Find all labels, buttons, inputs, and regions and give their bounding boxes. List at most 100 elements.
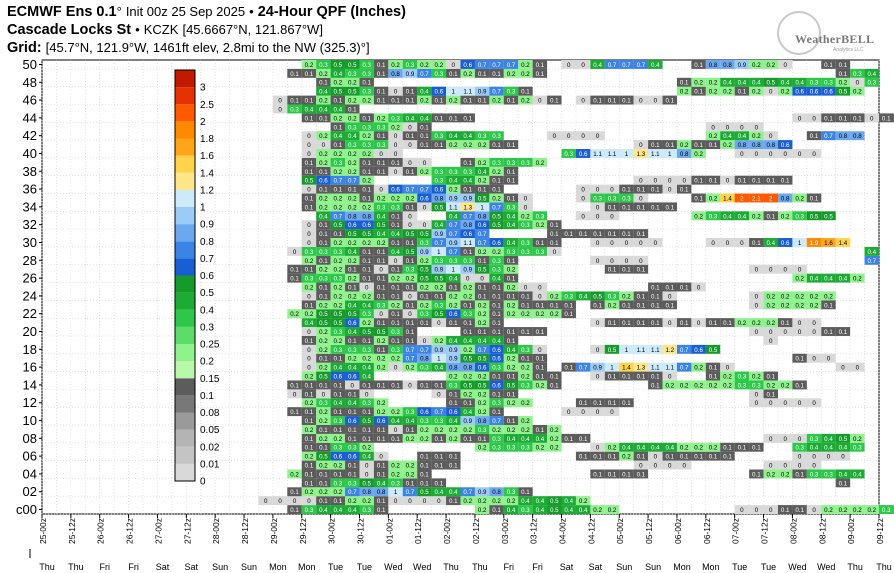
qpf-cell bbox=[604, 193, 620, 203]
qpf-cell bbox=[330, 300, 346, 310]
qpf-cell bbox=[489, 505, 504, 514]
colorbar-swatch bbox=[175, 412, 195, 430]
qpf-cell-label: 0 bbox=[307, 329, 311, 336]
qpf-cell-label: 0.2 bbox=[348, 258, 357, 265]
day-label: Tue bbox=[328, 562, 343, 572]
qpf-cell-label: 0.6 bbox=[824, 89, 833, 96]
qpf-cell-label: 0.4 bbox=[377, 231, 386, 238]
qpf-cell bbox=[345, 184, 360, 194]
qpf-cell bbox=[373, 68, 389, 78]
qpf-cell-label: 0.1 bbox=[406, 320, 415, 327]
qpf-cell-label: 0.4 bbox=[839, 445, 848, 452]
qpf-cell bbox=[402, 353, 418, 363]
qpf-cell-label: 0.1 bbox=[593, 98, 602, 105]
qpf-cell-label: 0.1 bbox=[651, 142, 660, 149]
qpf-cell bbox=[373, 318, 389, 328]
qpf-cell bbox=[474, 371, 490, 381]
qpf-cell-label: 0.7 bbox=[348, 178, 357, 185]
qpf-cell-label: 0.1 bbox=[348, 427, 357, 434]
qpf-cell-label: 0.4 bbox=[579, 293, 588, 300]
qpf-cell-label: 0.2 bbox=[406, 436, 415, 443]
qpf-cell-label: 0 bbox=[379, 187, 383, 194]
qpf-cell-label: 0.1 bbox=[665, 142, 674, 149]
qpf-cell bbox=[431, 95, 447, 105]
qpf-cell-label: 0.2 bbox=[362, 204, 371, 211]
qpf-cell bbox=[388, 193, 403, 203]
qpf-cell-label: 0.5 bbox=[377, 222, 386, 229]
qpf-cell bbox=[648, 318, 663, 328]
qpf-cell bbox=[749, 469, 764, 479]
qpf-cell bbox=[619, 238, 634, 247]
qpf-cell-label: 0.4 bbox=[853, 471, 862, 478]
qpf-cell-label: 0 bbox=[769, 400, 773, 407]
qpf-cell bbox=[590, 469, 605, 479]
qpf-cell-label: 1 bbox=[610, 365, 614, 372]
qpf-cell bbox=[402, 424, 418, 434]
colorbar-swatch bbox=[175, 155, 195, 173]
qpf-cell bbox=[633, 149, 649, 158]
qpf-cell bbox=[301, 460, 317, 470]
qpf-cell-label: 0.7 bbox=[334, 213, 343, 220]
qpf-cell-label: 0.2 bbox=[680, 142, 689, 149]
qpf-cell-label: 0 bbox=[437, 391, 441, 398]
qpf-cell-label: 0.4 bbox=[435, 489, 444, 496]
qpf-cell-label: 0.5 bbox=[492, 213, 501, 220]
init-time: Init 00z 25 Sep 2025 bbox=[125, 4, 246, 19]
colorbar-swatch bbox=[175, 224, 195, 242]
qpf-cell bbox=[749, 442, 764, 452]
qpf-cell-label: 0 bbox=[394, 142, 398, 149]
qpf-cell-label: 0.1 bbox=[478, 98, 487, 105]
y-tick-label: 02 bbox=[23, 484, 37, 499]
qpf-cell bbox=[575, 496, 591, 506]
qpf-cell-label: 0.2 bbox=[463, 427, 472, 434]
qpf-cell-label: 0.7 bbox=[867, 258, 876, 265]
qpf-cell bbox=[446, 416, 461, 425]
qpf-cell-label: 0.9 bbox=[478, 89, 487, 96]
qpf-cell-label: 0.2 bbox=[694, 151, 703, 158]
qpf-cell-label: 0 bbox=[783, 436, 787, 443]
qpf-cell-label: 0.2 bbox=[334, 240, 343, 247]
qpf-cell-label: 0.1 bbox=[449, 115, 458, 122]
qpf-cell bbox=[705, 371, 721, 381]
qpf-cell bbox=[388, 238, 403, 247]
qpf-cell bbox=[330, 371, 346, 381]
qpf-cell-label: 0.2 bbox=[766, 293, 775, 300]
qpf-cell-label: 0.1 bbox=[348, 187, 357, 194]
qpf-cell-label: 0 bbox=[307, 142, 311, 149]
qpf-cell-label: 0.1 bbox=[362, 427, 371, 434]
qpf-cell-label: 0.3 bbox=[824, 80, 833, 87]
qpf-cell-label: 0.2 bbox=[839, 80, 848, 87]
qpf-cell-label: 0.3 bbox=[492, 160, 501, 167]
qpf-cell bbox=[359, 505, 374, 514]
qpf-cell-label: 0.7 bbox=[492, 89, 501, 96]
qpf-cell bbox=[705, 131, 721, 141]
qpf-cell-label: 0.1 bbox=[319, 258, 328, 265]
qpf-cell-label: 0.3 bbox=[810, 471, 819, 478]
qpf-cell bbox=[460, 309, 475, 319]
qpf-cell-label: 0.1 bbox=[608, 204, 617, 211]
y-tick-label: 24 bbox=[23, 288, 37, 303]
qpf-cell bbox=[648, 344, 663, 354]
qpf-cell-label: 0.2 bbox=[377, 115, 386, 122]
qpf-cell-label: 0 bbox=[524, 195, 528, 202]
qpf-cell bbox=[749, 300, 764, 310]
qpf-cell-label: 0.4 bbox=[651, 62, 660, 69]
qpf-cell bbox=[705, 451, 721, 461]
qpf-cell bbox=[345, 193, 360, 203]
qpf-cell bbox=[619, 255, 634, 265]
qpf-cell bbox=[662, 149, 677, 158]
qpf-cell bbox=[633, 184, 649, 194]
qpf-cell-label: 0.5 bbox=[334, 311, 343, 318]
qpf-cell bbox=[474, 273, 490, 283]
qpf-cell bbox=[850, 68, 865, 78]
qpf-cell bbox=[648, 380, 663, 390]
qpf-cell-label: 0.5 bbox=[492, 222, 501, 229]
qpf-cell bbox=[431, 318, 447, 328]
qpf-cell bbox=[330, 309, 346, 319]
qpf-cell-label: 0.4 bbox=[507, 222, 516, 229]
y-tick-label: 10 bbox=[23, 413, 37, 428]
qpf-cell-label: 0.3 bbox=[738, 382, 747, 389]
qpf-cell-label: 0.1 bbox=[507, 329, 516, 336]
qpf-cell-label: 0 bbox=[596, 374, 600, 381]
qpf-cell bbox=[806, 451, 822, 461]
